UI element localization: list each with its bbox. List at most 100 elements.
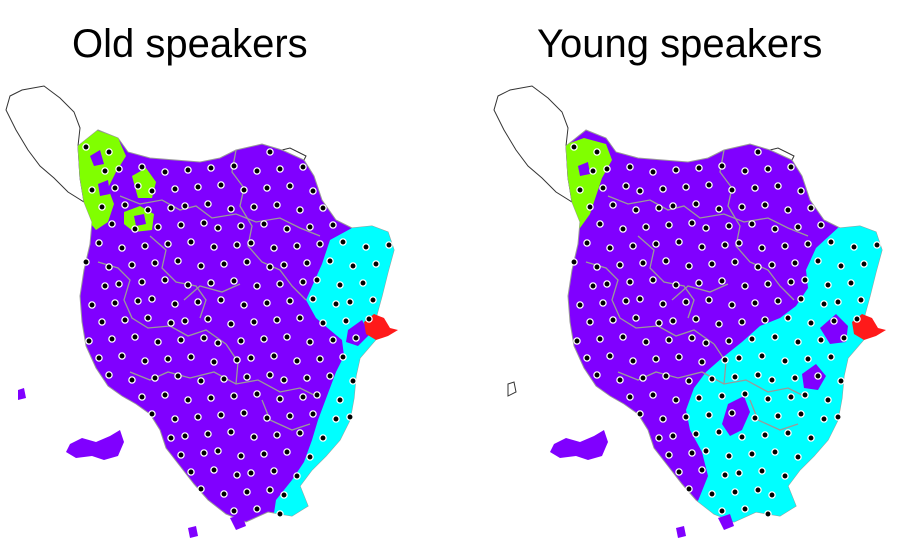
- survey-site-dot: [250, 318, 258, 326]
- area-coastal: [364, 314, 398, 340]
- survey-site-dot: [184, 281, 192, 289]
- survey-site-dot: [332, 300, 340, 308]
- survey-site-dot: [771, 448, 779, 456]
- survey-site-dot: [253, 282, 261, 290]
- survey-site-dot: [715, 320, 723, 328]
- survey-site-dot: [781, 357, 789, 365]
- survey-site-dot: [280, 376, 288, 384]
- survey-site-dot: [207, 279, 215, 287]
- unshaded-island: [507, 381, 517, 397]
- survey-site-dot: [837, 377, 845, 385]
- survey-site-dot: [161, 391, 169, 399]
- survey-site-dot: [336, 281, 344, 289]
- survey-site-dot: [820, 415, 828, 423]
- survey-site-dot: [771, 225, 779, 233]
- survey-site-dot: [207, 394, 215, 402]
- survey-site-dot: [134, 182, 142, 190]
- survey-site-dot: [606, 352, 614, 360]
- survey-site-dot: [283, 448, 291, 456]
- survey-site-dot: [636, 295, 644, 303]
- survey-site-dot: [586, 318, 594, 326]
- survey-site-dot: [659, 300, 667, 308]
- survey-site-dot: [174, 257, 182, 265]
- survey-site-dot: [204, 200, 212, 208]
- survey-site-dot: [296, 206, 304, 214]
- survey-site-dot: [672, 396, 680, 404]
- survey-site-dot: [204, 315, 212, 323]
- survey-site-dot: [164, 240, 172, 248]
- survey-site-dot: [227, 428, 235, 436]
- survey-site-dot: [688, 449, 696, 457]
- survey-site-dot: [154, 338, 162, 346]
- survey-site-dot: [197, 377, 205, 385]
- survey-site-dot: [286, 297, 294, 305]
- survey-site-dot: [606, 244, 614, 252]
- survey-site-dot: [247, 354, 255, 362]
- survey-site-dot: [214, 224, 222, 232]
- survey-site-dot: [814, 257, 822, 265]
- survey-site-dot: [781, 242, 789, 250]
- unshaded-region: [493, 85, 573, 204]
- survey-site-dot: [273, 316, 281, 324]
- survey-site-dot: [794, 223, 802, 231]
- survey-site-dot: [270, 244, 278, 252]
- survey-site-dot: [151, 259, 159, 267]
- survey-site-dot: [797, 295, 805, 303]
- survey-site-dot: [718, 392, 726, 400]
- survey-site-dot: [731, 373, 739, 381]
- survey-site-dot: [266, 371, 274, 379]
- area-coastal: [852, 314, 886, 340]
- survey-site-dot: [797, 187, 805, 195]
- survey-site-dot: [616, 376, 624, 384]
- survey-site-dot: [705, 181, 713, 189]
- survey-site-dot: [128, 376, 136, 384]
- survey-site-dot: [804, 240, 812, 248]
- survey-site-dot: [784, 206, 792, 214]
- survey-site-dot: [738, 433, 746, 441]
- survey-site-dot: [352, 334, 360, 342]
- survey-site-dot: [751, 184, 759, 192]
- survey-site-dot: [346, 298, 354, 306]
- survey-site-dot: [293, 242, 301, 250]
- survey-site-dot: [754, 148, 762, 156]
- survey-site-dot: [698, 243, 706, 251]
- survey-site-dot: [118, 244, 126, 252]
- survey-site-dot: [138, 393, 146, 401]
- survey-site-dot: [721, 471, 729, 479]
- survey-site-dot: [860, 260, 868, 268]
- survey-site-dot: [339, 238, 347, 246]
- survey-site-dot: [774, 182, 782, 190]
- area-northwest: [566, 138, 612, 228]
- survey-site-dot: [589, 167, 597, 175]
- survey-site-dot: [230, 507, 238, 515]
- survey-site-dot: [754, 263, 762, 271]
- survey-site-dot: [774, 412, 782, 420]
- survey-site-dot: [276, 395, 284, 403]
- survey-site-dot: [237, 452, 245, 460]
- survey-site-dot: [725, 222, 733, 230]
- survey-site-dot: [336, 396, 344, 404]
- survey-site-dot: [784, 314, 792, 322]
- survey-site-dot: [570, 143, 578, 151]
- survey-site-dot: [675, 353, 683, 361]
- survey-site-dot: [847, 279, 855, 287]
- survey-site-dot: [804, 355, 812, 363]
- survey-site-dot: [131, 333, 139, 341]
- survey-site-dot: [174, 372, 182, 380]
- island: [188, 526, 198, 538]
- survey-site-dot: [702, 224, 710, 232]
- survey-site-dot: [299, 163, 307, 171]
- survey-site-dot: [814, 372, 822, 380]
- survey-site-dot: [669, 317, 677, 325]
- survey-site-dot: [266, 486, 274, 494]
- survey-site-dot: [649, 276, 657, 284]
- survey-site-dot: [230, 162, 238, 170]
- survey-site-dot: [586, 203, 594, 211]
- survey-site-dot: [128, 261, 136, 269]
- survey-site-dot: [247, 239, 255, 247]
- survey-site-dot: [95, 239, 103, 247]
- survey-site-dot: [121, 201, 129, 209]
- survey-site-dot: [688, 334, 696, 342]
- survey-site-dot: [685, 485, 693, 493]
- survey-site-dot: [715, 205, 723, 213]
